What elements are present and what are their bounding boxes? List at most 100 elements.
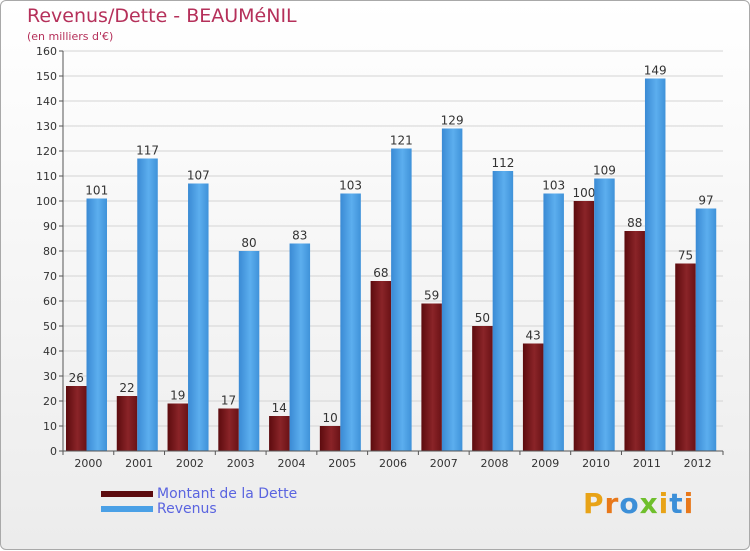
x-tick-label: 2001 — [125, 457, 153, 470]
logo-letter: t — [669, 487, 684, 520]
bar-dette — [675, 263, 696, 451]
x-tick-label: 2002 — [176, 457, 204, 470]
data-label-dette: 68 — [373, 266, 388, 280]
y-tick-label: 10 — [43, 420, 57, 433]
data-label-dette: 10 — [322, 411, 337, 425]
y-tick-label: 160 — [36, 45, 57, 58]
data-label-dette: 26 — [69, 371, 84, 385]
bar-revenus — [441, 128, 463, 451]
y-tick-label: 0 — [50, 445, 57, 458]
data-label-revenus: 103 — [542, 179, 565, 193]
logo-letter: P — [583, 487, 605, 520]
bar-revenus — [594, 178, 615, 451]
bar-revenus — [391, 148, 412, 451]
logo-letter: i — [683, 487, 695, 520]
bar-dette — [116, 396, 138, 451]
logo-letter: i — [658, 487, 670, 520]
x-tick-label: 2011 — [633, 457, 661, 470]
bar-dette — [522, 343, 544, 451]
data-label-dette: 17 — [221, 394, 236, 408]
bar-dette — [624, 231, 645, 451]
y-tick-label: 110 — [36, 170, 57, 183]
logo-letter: x — [639, 487, 659, 520]
data-label-dette: 43 — [526, 329, 541, 343]
data-label-revenus: 109 — [593, 164, 616, 178]
y-tick-label: 50 — [43, 320, 57, 333]
x-tick-label: 2012 — [684, 457, 712, 470]
data-label-revenus: 129 — [441, 114, 464, 128]
bar-dette — [218, 408, 239, 451]
chart-title: Revenus/Dette - BEAUMéNIL — [27, 5, 297, 27]
bar-dette — [472, 326, 493, 451]
y-tick-label: 40 — [43, 345, 57, 358]
y-tick-label: 60 — [43, 295, 57, 308]
x-tick-label: 2005 — [328, 457, 356, 470]
x-tick-label: 2010 — [582, 457, 610, 470]
bar-dette — [269, 416, 290, 451]
bar-dette — [370, 281, 392, 451]
x-tick-label: 2003 — [227, 457, 255, 470]
logo-letter: r — [604, 487, 620, 520]
data-label-revenus: 97 — [698, 194, 713, 208]
chart-subtitle: (en milliers d'€) — [27, 30, 114, 43]
data-label-revenus: 101 — [85, 184, 108, 198]
data-label-revenus: 149 — [644, 64, 667, 78]
bar-revenus — [289, 243, 311, 451]
x-tick-label: 2008 — [481, 457, 509, 470]
x-tick-label: 2006 — [379, 457, 407, 470]
y-tick-label: 150 — [36, 70, 57, 83]
x-tick-label: 2009 — [531, 457, 559, 470]
x-tick-label: 2004 — [277, 457, 305, 470]
bar-dette — [66, 386, 87, 451]
bar-revenus — [86, 198, 107, 451]
bar-revenus — [188, 183, 209, 451]
legend-label-dette: Montant de la Dette — [157, 485, 298, 502]
legend-item-revenus: Revenus — [101, 500, 297, 517]
data-label-dette: 22 — [119, 381, 134, 395]
bar-revenus — [644, 78, 666, 451]
y-tick-label: 100 — [36, 195, 57, 208]
data-label-dette: 14 — [272, 401, 287, 415]
bar-revenus — [543, 193, 564, 451]
legend-item-dette: Montant de la Dette — [101, 485, 298, 502]
y-tick-label: 70 — [43, 270, 57, 283]
bar-revenus — [695, 208, 717, 451]
legend-label-revenus: Revenus — [157, 500, 217, 517]
bar-revenus — [340, 193, 361, 451]
data-label-revenus: 83 — [292, 229, 307, 243]
data-label-dette: 59 — [424, 289, 439, 303]
y-tick-label: 120 — [36, 145, 57, 158]
data-label-dette: 88 — [627, 216, 642, 230]
data-label-dette: 19 — [170, 389, 185, 403]
data-label-revenus: 103 — [339, 179, 362, 193]
data-label-revenus: 107 — [187, 169, 210, 183]
bar-dette — [421, 303, 442, 451]
logo-letter: o — [619, 487, 640, 520]
chart-legend: Montant de la Dette Revenus — [101, 485, 298, 517]
bar-revenus — [492, 171, 514, 451]
data-label-dette: 50 — [475, 311, 490, 325]
bar-dette — [167, 403, 189, 451]
data-label-revenus: 121 — [390, 134, 413, 148]
y-tick-label: 140 — [36, 95, 57, 108]
y-tick-label: 130 — [36, 120, 57, 133]
data-label-revenus: 112 — [491, 156, 514, 170]
bar-revenus — [238, 251, 260, 451]
proxiti-logo: Proxiti — [583, 487, 694, 520]
data-label-dette: 75 — [678, 249, 693, 263]
x-tick-label: 2007 — [430, 457, 458, 470]
bar-revenus — [137, 158, 158, 451]
data-label-dette: 100 — [572, 186, 595, 200]
bar-dette — [319, 426, 341, 451]
y-tick-label: 20 — [43, 395, 57, 408]
y-tick-label: 30 — [43, 370, 57, 383]
legend-swatch-dette — [101, 490, 153, 497]
y-tick-label: 80 — [43, 245, 57, 258]
data-label-revenus: 117 — [136, 144, 159, 158]
bar-dette — [573, 201, 595, 451]
x-tick-label: 2000 — [74, 457, 102, 470]
y-tick-label: 90 — [43, 220, 57, 233]
data-label-revenus: 80 — [241, 236, 256, 250]
